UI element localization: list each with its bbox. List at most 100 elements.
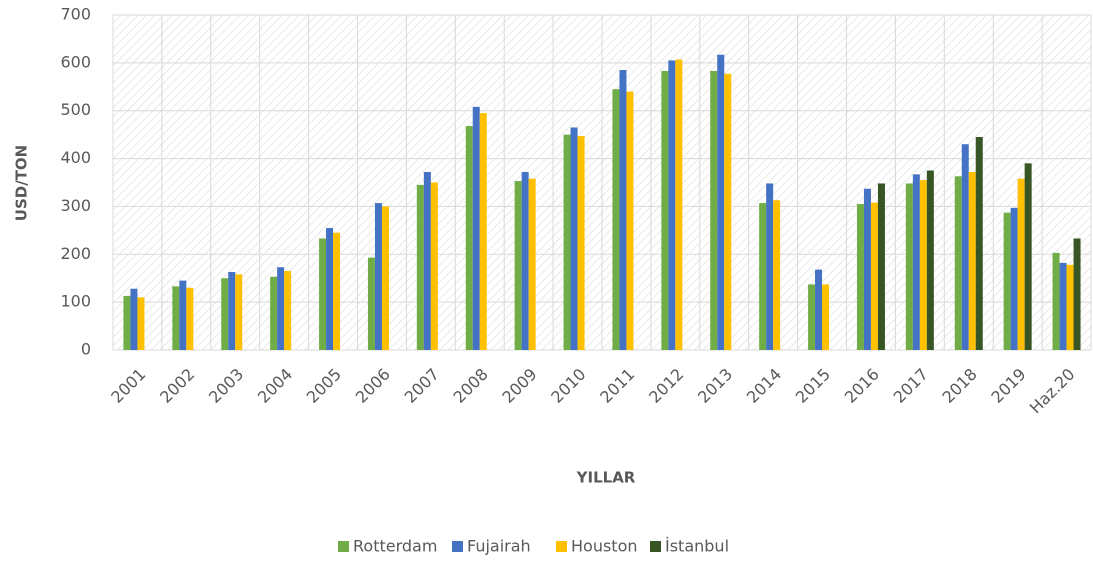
x-tick-label: 2019 — [987, 365, 1029, 407]
legend-label: Rotterdam — [353, 537, 437, 556]
y-tick-label: 500 — [60, 100, 91, 119]
bar — [863, 188, 871, 350]
x-tick-label: 2012 — [645, 365, 687, 407]
bar — [759, 203, 767, 350]
bar — [123, 295, 131, 350]
x-tick-label: 2017 — [890, 365, 932, 407]
bar — [472, 106, 480, 350]
x-tick-label: 2003 — [205, 365, 247, 407]
legend-label: Houston — [571, 537, 638, 556]
legend-swatch — [452, 541, 463, 552]
bar — [186, 287, 194, 350]
bar — [626, 91, 634, 351]
x-tick-label: 2006 — [352, 365, 394, 407]
bar — [619, 70, 627, 351]
bar — [668, 60, 676, 350]
bar — [912, 174, 920, 350]
x-tick-label: 2018 — [939, 365, 981, 407]
legend-label: Fujairah — [467, 537, 531, 556]
bar — [1059, 262, 1067, 350]
bar — [221, 278, 229, 350]
bar — [870, 202, 878, 350]
bar — [1052, 252, 1060, 350]
x-tick-label: 2016 — [841, 365, 883, 407]
bar — [416, 184, 424, 350]
bar — [675, 59, 683, 350]
x-axis-title: YILLAR — [576, 469, 636, 487]
bar — [612, 89, 620, 350]
y-tick-label: 0 — [81, 340, 91, 359]
bar — [905, 183, 913, 350]
bar — [877, 183, 885, 350]
bar — [270, 276, 278, 350]
x-tick-label: 2004 — [254, 365, 296, 407]
legend-swatch — [650, 541, 661, 552]
bar — [381, 206, 389, 350]
bar — [856, 204, 864, 350]
bar — [975, 137, 983, 350]
bar — [179, 280, 187, 350]
bar — [724, 73, 732, 350]
x-tick-label: 2014 — [743, 365, 785, 407]
bar — [430, 182, 438, 350]
x-tick-label: 2002 — [156, 365, 198, 407]
bar — [926, 170, 934, 350]
bar — [1010, 207, 1018, 350]
bar — [423, 171, 431, 350]
bar — [228, 271, 236, 350]
bar — [235, 274, 243, 350]
bar — [521, 171, 529, 350]
bar — [808, 284, 816, 350]
x-tick-label: 2013 — [694, 365, 736, 407]
bar — [277, 267, 285, 350]
x-tick-label: 2007 — [401, 365, 443, 407]
x-tick-label: 2011 — [596, 365, 638, 407]
bar — [326, 227, 334, 350]
bar — [514, 181, 522, 350]
bar — [465, 126, 473, 351]
bar — [374, 203, 382, 350]
y-tick-label: 700 — [60, 5, 91, 24]
bar — [773, 200, 781, 350]
bar — [130, 288, 138, 350]
bar — [919, 180, 927, 350]
legend-label: İstanbul — [665, 537, 729, 556]
bar — [284, 271, 292, 350]
bar — [822, 284, 830, 350]
x-tick-label: 2001 — [107, 365, 149, 407]
bar — [1073, 238, 1081, 350]
bar — [815, 269, 823, 350]
bar — [570, 127, 578, 350]
bar — [528, 178, 536, 350]
bar — [961, 144, 969, 350]
legend-swatch — [338, 541, 349, 552]
bar — [577, 136, 585, 350]
x-tick-label: 2009 — [498, 365, 540, 407]
bar — [1024, 163, 1032, 350]
y-axis-title: USD/TON — [13, 145, 31, 221]
bar — [1017, 178, 1025, 350]
bar — [172, 286, 180, 350]
bar — [563, 134, 571, 350]
bar — [1066, 264, 1074, 350]
y-tick-label: 100 — [60, 292, 91, 311]
bar — [710, 70, 718, 350]
x-tick-label: Haz.20 — [1026, 365, 1079, 418]
y-tick-label: 300 — [60, 196, 91, 215]
bar — [367, 257, 375, 350]
bar — [137, 297, 145, 350]
y-tick-label: 600 — [60, 52, 91, 71]
x-tick-label: 2008 — [450, 365, 492, 407]
bar — [661, 70, 669, 350]
bar — [333, 232, 341, 350]
x-tick-label: 2010 — [547, 365, 589, 407]
bar — [479, 113, 487, 350]
bar — [1003, 212, 1011, 350]
y-tick-label: 200 — [60, 244, 91, 263]
bar — [319, 238, 327, 350]
legend-swatch — [556, 541, 567, 552]
bar — [968, 171, 976, 350]
x-tick-label: 2015 — [792, 365, 834, 407]
bar — [766, 183, 774, 350]
